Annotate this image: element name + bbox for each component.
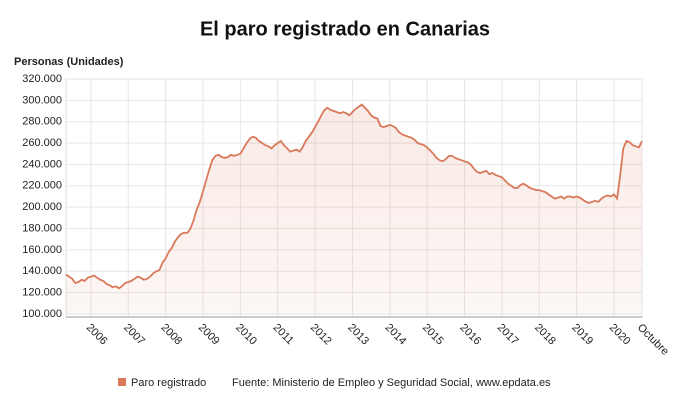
x-tick-label: Octubre — [635, 322, 671, 358]
y-tick-label: 300.000 — [22, 94, 62, 106]
legend-swatch — [118, 378, 126, 386]
y-tick-label: 280.000 — [22, 116, 62, 128]
y-tick-label: 160.000 — [22, 244, 62, 256]
x-tick-label: 2015 — [420, 322, 446, 348]
y-tick-label: 260.000 — [22, 137, 62, 149]
chart-title: El paro registrado en Canarias — [200, 18, 490, 40]
x-tick-label: 2010 — [233, 322, 259, 348]
x-tick-label: 2013 — [345, 322, 371, 348]
x-tick-label: 2019 — [569, 322, 595, 348]
x-tick-label: 2009 — [196, 322, 222, 348]
x-tick-label: 2014 — [383, 322, 409, 348]
y-tick-label: 200.000 — [22, 201, 62, 213]
x-tick-label: 2018 — [532, 322, 558, 348]
x-tick-label: 2020 — [607, 322, 633, 348]
x-tick-label: 2006 — [84, 322, 110, 348]
y-tick-label: 120.000 — [22, 287, 62, 299]
area — [66, 104, 642, 314]
x-tick-label: 2017 — [495, 322, 521, 348]
x-tick-label: 2016 — [457, 322, 483, 348]
x-tick-label: 2011 — [271, 322, 296, 347]
y-tick-label: 140.000 — [22, 265, 62, 277]
legend-label: Paro registrado — [131, 377, 206, 389]
x-tick-label: 2007 — [121, 322, 147, 348]
y-axis-label: Personas (Unidades) — [14, 56, 124, 68]
line — [65, 103, 643, 290]
x-tick-label: 2008 — [158, 322, 184, 348]
x-tick-label: 2012 — [308, 322, 334, 348]
y-tick-label: 240.000 — [22, 158, 62, 170]
source: Fuente: Ministerio de Empleo y Seguridad… — [232, 377, 551, 389]
y-tick-label: 180.000 — [22, 222, 62, 234]
y-tick-label: 320.000 — [22, 73, 62, 85]
y-tick-label: 100.000 — [22, 308, 62, 320]
y-tick-label: 220.000 — [22, 180, 62, 192]
